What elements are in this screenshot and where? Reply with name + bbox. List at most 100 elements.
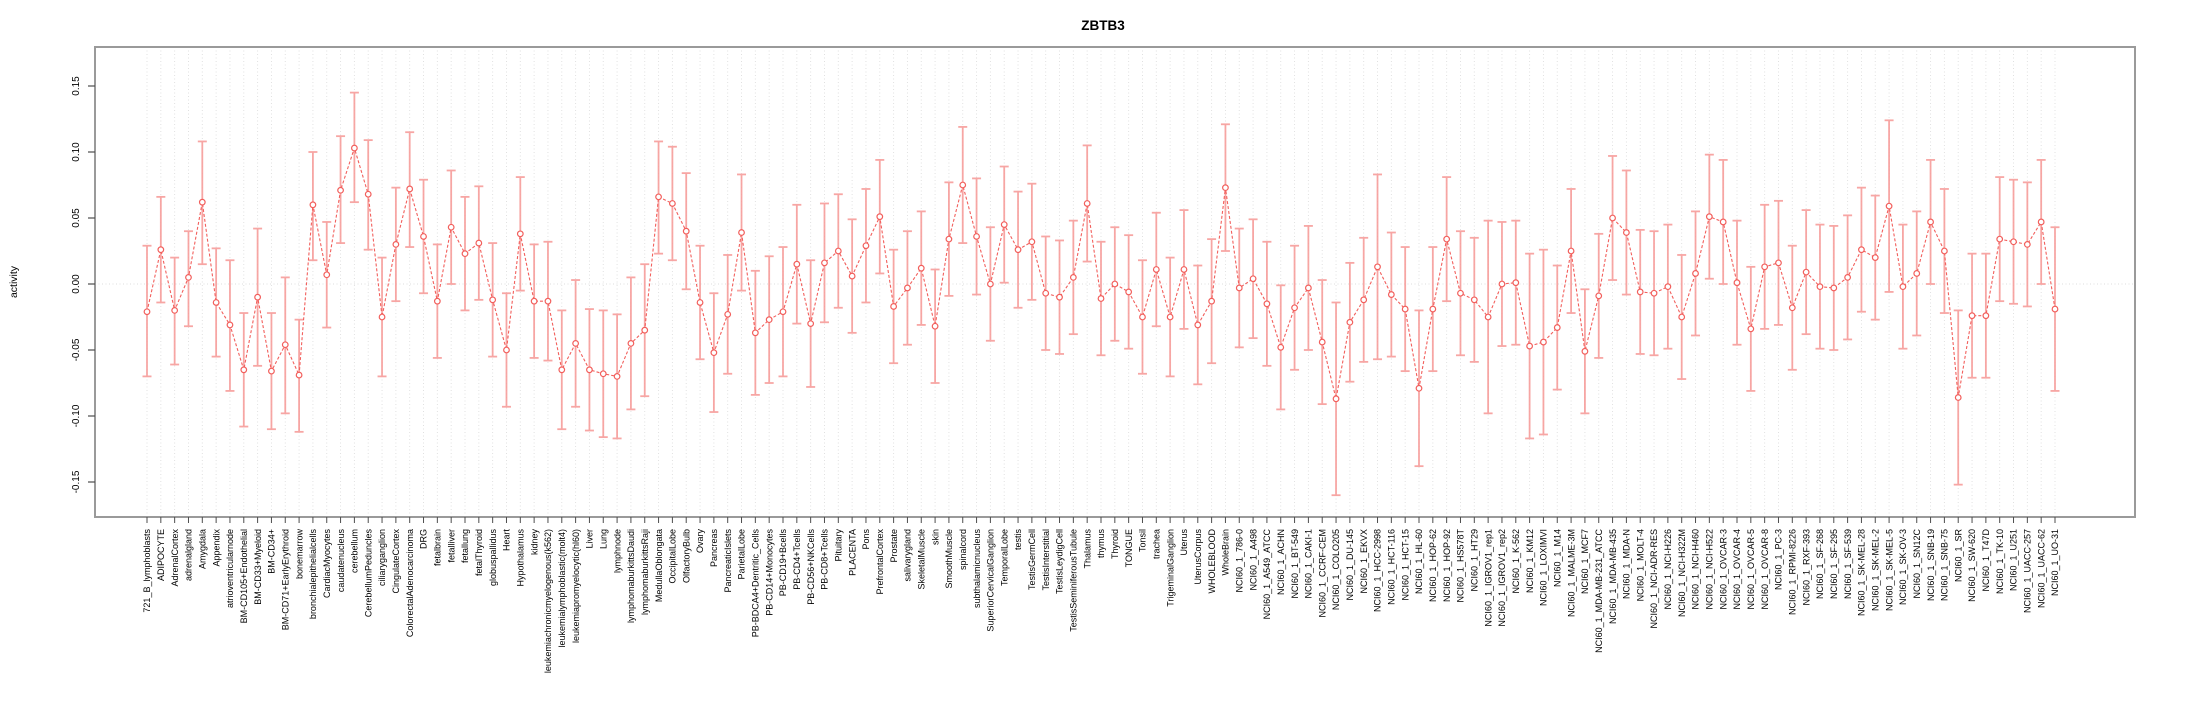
x-category-label: OlfactoryBulb [681,529,691,583]
x-category-label: AdrenalCortex [170,529,180,587]
data-point [1830,284,1838,292]
x-category-label: NCI60_1_ACHN [1276,529,1286,595]
data-point [281,341,289,349]
x-category-label: NCI60_1_CCRF-CEM [1317,529,1327,618]
x-category-label: ColorectalAdenocarcinoma [405,529,415,637]
data-point [1360,296,1368,304]
x-category-label: NCI60_1_MDA-N [1622,529,1632,599]
data-point [171,307,179,314]
data-point [1678,313,1686,321]
x-category-label: Pons [861,529,871,550]
x-category-label: PB-BDCA4+Dentritic_Cells [751,529,761,638]
x-category-label: NCI60_1_IGROV1_rep1 [1483,529,1493,627]
plot-area: -0.15 -0.10 -0.05 0.00 0.05 0.10 0.15 721_B_lym… [71,46,2136,673]
x-category-label: WHOLEBLOOD [1207,529,1217,594]
x-category-label: NCI60_1_OVCAR-3 [1718,529,1728,610]
y-axis-label: activity [8,265,20,298]
data-point [558,366,566,374]
x-category-label: kidney [529,529,539,556]
x-category-label: NCI60_1_SK-MEL-2 [1870,529,1880,611]
x-category-label: BM-CD71+EarlyErythroid [280,529,290,630]
x-category-label: NCI60_1_HCT-116 [1387,529,1397,605]
x-category-label: Heart [502,529,512,552]
data-point [1125,288,1133,296]
x-category-label: lymphomaburkittsRaji [640,529,650,615]
x-category-label: NCI60_1_UACC-62 [2036,529,2046,608]
x-category-label: bronchialepithelialcells [308,529,318,620]
data-point [1208,297,1216,305]
x-category-label: TONGUE [1124,529,1134,567]
data-point [516,230,524,238]
x-category-label: thymus [1096,529,1106,559]
x-category-label: NCI60_1_SW-620 [1967,529,1977,602]
data-point [1401,305,1409,313]
data-point [420,233,427,240]
chart-title: ZBTB3 [1081,18,1125,33]
data-point [1581,347,1589,355]
x-category-label: TemporalLobe [999,529,1009,586]
x-category-label: NCI60_1_T47D [1981,529,1991,592]
data-point [1249,275,1257,283]
x-category-label: NCI60_1_SK-MEL-5 [1884,529,1894,611]
data-point [1996,235,2004,243]
x-category-label: subthalamicnucleus [972,529,982,609]
x-category-label: WholeBrain [1221,529,1231,576]
x-category-label: NCI60_1_MOLT-4 [1635,529,1645,601]
x-category-label: Appendix [211,529,221,567]
x-category-label: atrioventricularnode [225,529,235,608]
data-point [1222,184,1229,192]
x-category-label: NCI60_1_SK-MEL-28 [1857,529,1867,616]
data-point [1761,263,1769,271]
x-category-label: TestisSeminiferousTubule [1069,529,1079,632]
x-category-label: ParietalLobe [737,529,747,580]
x-category-label: NCI60_1_HCT-15 [1400,529,1410,601]
data-point [1802,268,1810,276]
x-axis: 721_B_lymphoblasts ADIPOCYTE AdrenalCortex… [142,517,2060,673]
data-point [185,274,192,281]
data-point [862,242,870,250]
data-point [1927,218,1934,226]
data-point [475,239,483,247]
x-category-label: NCI60_1_EKVX [1359,529,1369,594]
data-point [696,299,704,306]
x-category-label: NCI60_1_HS578T [1456,529,1466,603]
data-point [738,229,745,236]
x-category-label: Thyroid [1110,529,1120,559]
x-category-label: NCI60_1_UACC-257 [2023,529,2033,613]
data-point [433,297,441,305]
data-point [1484,313,1492,321]
x-category-label: NCI60_1_HOP-62 [1428,529,1438,602]
data-point [807,320,815,328]
x-category-label: SkeletalMuscle [916,529,926,590]
data-point [904,284,911,292]
x-category-label: NCI60_1_OVCAR-5 [1746,529,1756,610]
data-point [1374,263,1381,271]
x-category-label: BM-CD33+Myeloid [253,529,263,605]
data-point [1028,238,1036,246]
x-category-label: cerebellum [350,529,360,573]
y-tick-label: 0.10 [71,142,82,162]
x-category-label: Pituitary [834,529,844,562]
data-point [1526,342,1534,350]
x-category-label: NCI60_1_KM12 [1525,529,1535,593]
data-point [1733,279,1741,287]
x-category-label: Prostate [889,529,899,563]
data-point [1609,214,1616,222]
x-category-label: Thalamus [1082,529,1092,569]
x-category-label: Uterus [1179,529,1189,556]
x-category-label: testis [1013,529,1023,551]
x-category-label: NCI60_1_NCI-ADR-RES [1649,529,1659,629]
data-point [1014,246,1022,254]
data-point [364,190,372,198]
data-point [240,366,248,374]
x-category-label: NCI60_1_LOXIMVI [1539,529,1549,606]
data-point [986,280,994,288]
x-category-label: SuperiorCervicalGanglion [986,529,996,632]
x-category-label: TestisLeydigCell [1055,529,1065,594]
data-point [1042,289,1050,297]
data-point [1332,395,1340,403]
x-category-label: NCI60_1_CAKI-1 [1304,529,1314,599]
data-point [268,367,275,375]
data-point [212,299,220,306]
data-point [1871,254,1879,262]
